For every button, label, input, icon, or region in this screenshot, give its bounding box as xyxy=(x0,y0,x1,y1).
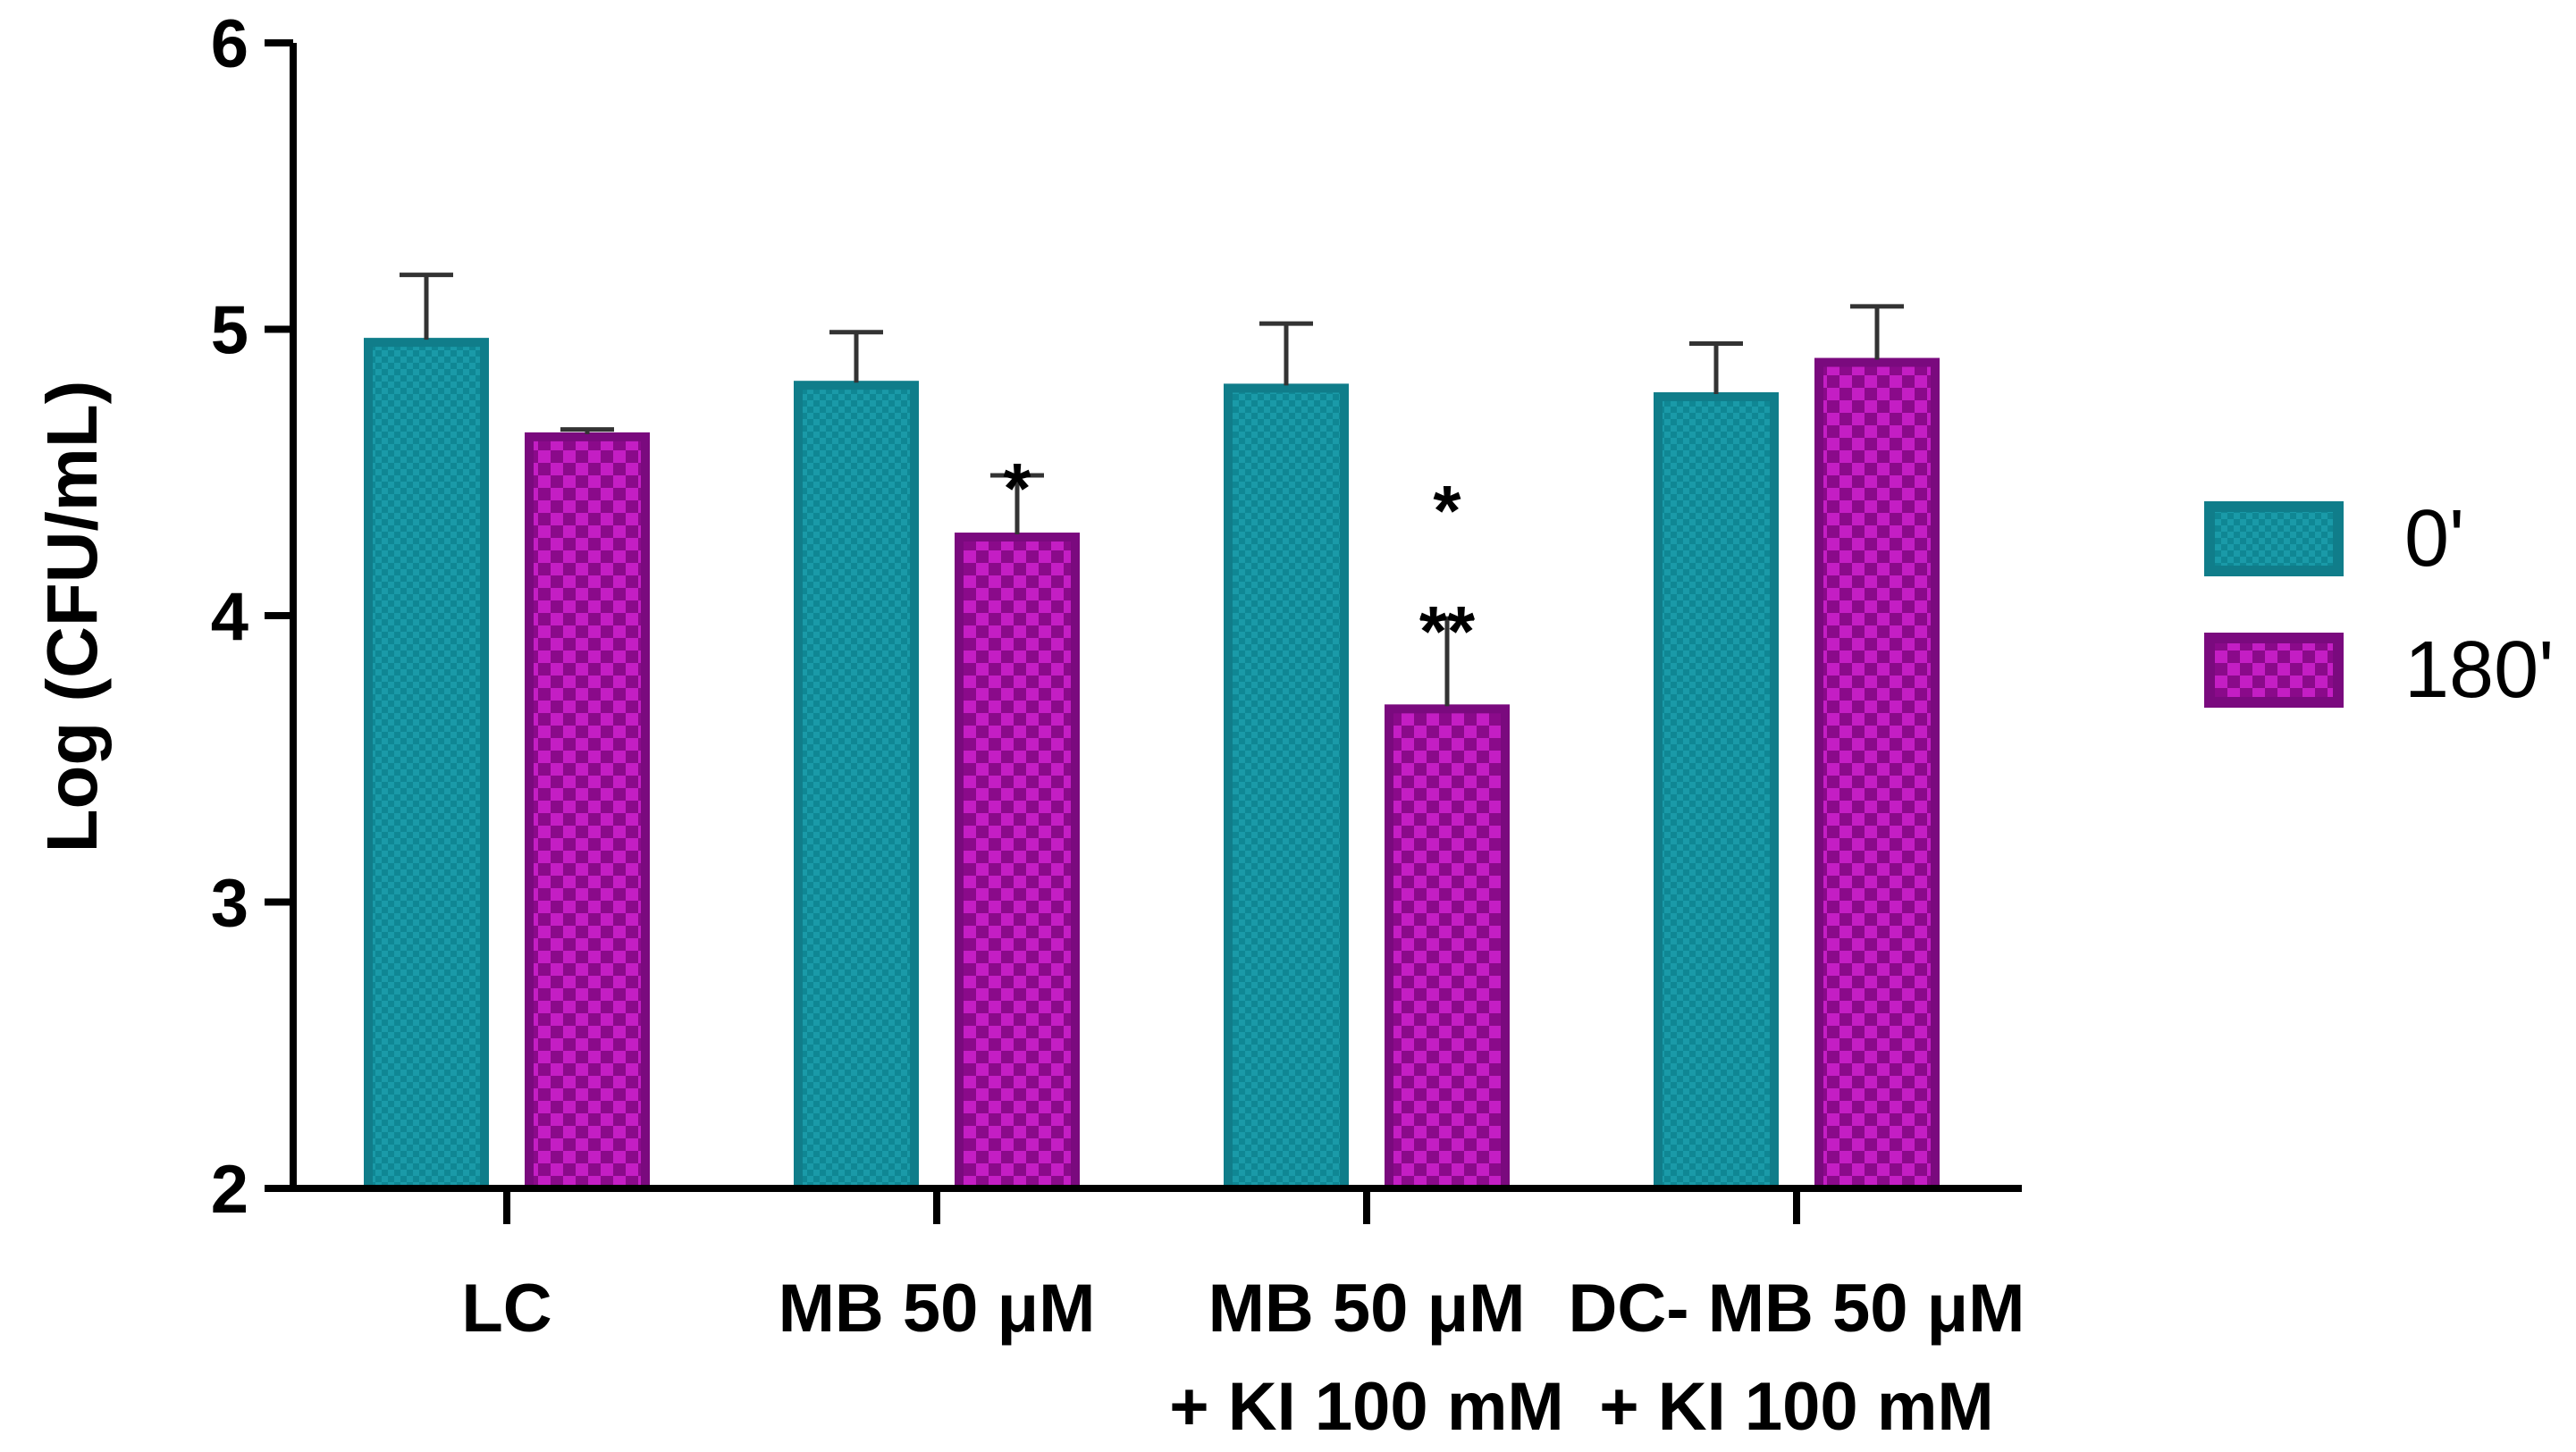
significance-annotations: * *** xyxy=(1003,449,1476,671)
x-tick-label: + KI 100 mM xyxy=(1599,1369,1993,1445)
x-tick-label: LC xyxy=(461,1271,551,1347)
y-tick-label: 5 xyxy=(211,293,248,369)
legend-swatch-pattern-1 xyxy=(2215,643,2333,697)
bar-pattern-1-2 xyxy=(1393,713,1501,1188)
y-axis-label: Log (CFU/mL) xyxy=(32,381,112,853)
y-tick-label: 3 xyxy=(211,866,248,942)
significance-marker: * xyxy=(1433,471,1461,550)
x-tick-label: DC- MB 50 μM xyxy=(1569,1271,2025,1347)
y-tick-label: 4 xyxy=(211,579,248,655)
x-tick-label: + KI 100 mM xyxy=(1169,1369,1563,1445)
legend-label-0: 0' xyxy=(2404,494,2464,583)
bars-layer xyxy=(364,338,1940,1188)
bar-pattern-0-1 xyxy=(803,390,910,1188)
bar-pattern-0-2 xyxy=(1233,392,1340,1188)
legend-swatch-pattern-0 xyxy=(2215,512,2333,566)
significance-marker: ** xyxy=(1419,592,1476,671)
error-bars-layer xyxy=(400,273,1904,707)
y-tick-label: 2 xyxy=(211,1152,248,1228)
bar-pattern-0-3 xyxy=(1663,401,1770,1188)
bar-pattern-0-0 xyxy=(373,347,480,1188)
significance-marker: * xyxy=(1003,449,1031,528)
bar-pattern-1-3 xyxy=(1823,366,1931,1188)
y-tick-label: 6 xyxy=(211,6,248,82)
bar-pattern-1-0 xyxy=(534,441,641,1188)
legend-label-1: 180' xyxy=(2404,625,2554,715)
legend: 0' 180' xyxy=(2204,494,2554,715)
x-tick-label: MB 50 μM xyxy=(1208,1271,1526,1347)
x-tick-label: MB 50 μM xyxy=(779,1271,1096,1347)
bar-pattern-1-1 xyxy=(964,541,1071,1188)
